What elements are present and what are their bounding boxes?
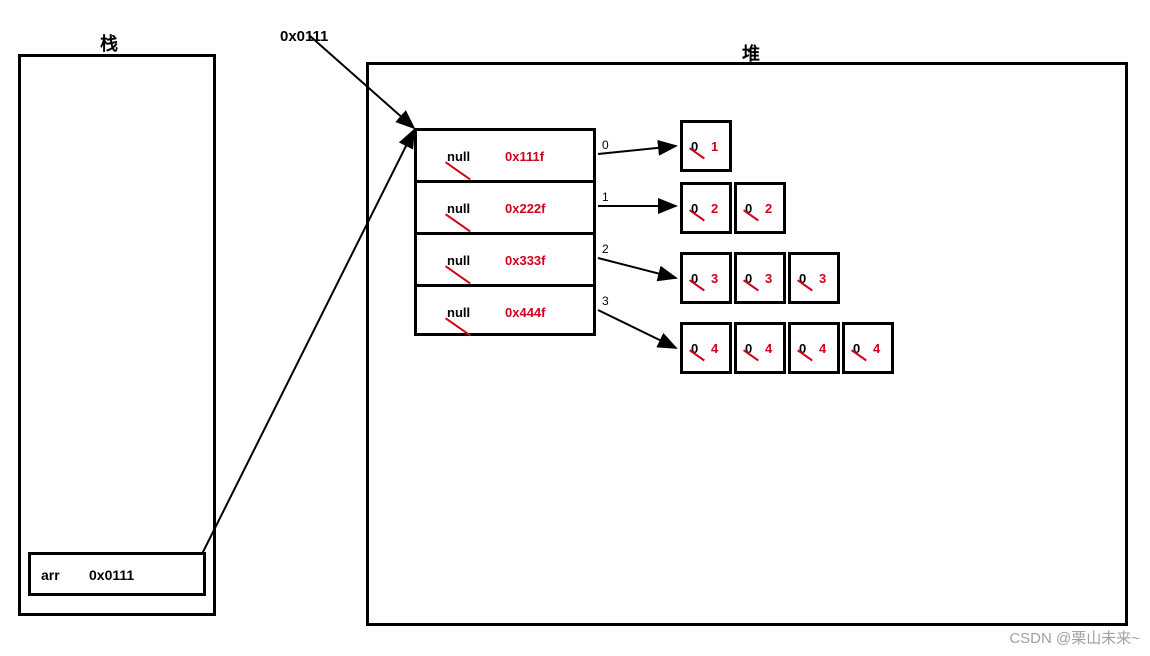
pointer-row: null0x222f	[417, 183, 593, 235]
array-cell: 03	[680, 252, 732, 304]
array-cell: 04	[788, 322, 840, 374]
pointer-table: null0x111fnull0x222fnull0x333fnull0x444f	[414, 128, 596, 336]
array-cell: 04	[842, 322, 894, 374]
cell-new-value: 4	[765, 341, 772, 356]
pointer-row: null0x333f	[417, 235, 593, 287]
array-cell: 03	[734, 252, 786, 304]
pointer-address-label: 0x0111	[280, 28, 328, 45]
pointer-new-address: 0x111f	[505, 149, 544, 164]
array-cell: 02	[734, 182, 786, 234]
cell-new-value: 4	[711, 341, 718, 356]
row-index: 3	[602, 294, 609, 308]
stack-var-box: arr 0x0111	[28, 552, 206, 596]
array-cell: 02	[680, 182, 732, 234]
cell-new-value: 3	[765, 271, 772, 286]
cell-new-value: 3	[819, 271, 826, 286]
stack-var-name: arr	[41, 567, 60, 583]
array-cell: 01	[680, 120, 732, 172]
pointer-new-address: 0x333f	[505, 253, 545, 268]
pointer-new-address: 0x444f	[505, 305, 545, 320]
row-index: 2	[602, 242, 609, 256]
cell-new-value: 4	[819, 341, 826, 356]
row-index: 1	[602, 190, 609, 204]
pointer-row: null0x444f	[417, 287, 593, 339]
row-index: 0	[602, 138, 609, 152]
pointer-new-address: 0x222f	[505, 201, 545, 216]
cell-new-value: 4	[873, 341, 880, 356]
array-cell: 03	[788, 252, 840, 304]
cell-new-value: 2	[765, 201, 772, 216]
watermark: CSDN @栗山未来~	[1009, 627, 1140, 648]
cell-new-value: 2	[711, 201, 718, 216]
cell-new-value: 1	[711, 139, 718, 154]
pointer-row: null0x111f	[417, 131, 593, 183]
array-cell: 04	[734, 322, 786, 374]
stack-title: 栈	[100, 30, 118, 56]
array-cell: 04	[680, 322, 732, 374]
stack-region	[18, 54, 216, 616]
stack-var-addr: 0x0111	[89, 567, 134, 583]
cell-new-value: 3	[711, 271, 718, 286]
